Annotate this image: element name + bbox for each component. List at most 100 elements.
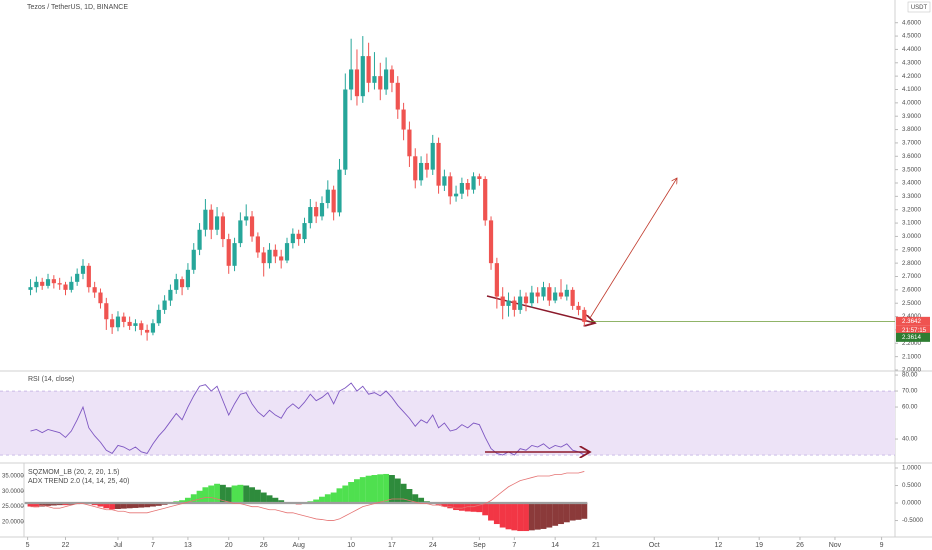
candle-body — [179, 279, 185, 288]
candle-body — [127, 321, 132, 326]
candle-body — [121, 316, 126, 322]
momentum-bar — [249, 487, 255, 504]
candle-body — [366, 56, 371, 83]
candle-body — [273, 249, 278, 257]
candle-body — [360, 56, 365, 97]
momentum-bar — [458, 503, 465, 511]
candle-body — [34, 281, 39, 288]
x-tick-label: 12 — [714, 542, 722, 549]
candle-body — [436, 142, 441, 186]
candle-body — [115, 316, 121, 328]
sqz-title: SQZMOM_LB (20, 2, 20, 1.5) — [28, 469, 119, 476]
candle-body — [372, 76, 377, 83]
candle-body — [483, 178, 488, 221]
candle-body — [547, 287, 552, 301]
candle-body — [284, 243, 290, 261]
momentum-bar — [499, 503, 506, 528]
candle-body — [506, 300, 511, 306]
y-tick-label: 1.0000 — [902, 465, 921, 472]
momentum-bar — [115, 503, 121, 509]
candle-body — [343, 89, 348, 170]
momentum-bar — [138, 503, 145, 508]
momentum-bar — [155, 503, 162, 506]
momentum-bar — [190, 494, 197, 504]
candle-body — [69, 281, 74, 290]
momentum-bar — [254, 489, 261, 504]
candle-body — [488, 220, 494, 264]
rsi-band — [0, 391, 895, 456]
momentum-bar — [447, 503, 454, 509]
momentum-bar — [359, 477, 366, 504]
last-price-box — [896, 316, 930, 326]
momentum-bar — [266, 495, 273, 504]
momentum-bar — [50, 503, 57, 506]
candle-body — [244, 216, 249, 221]
candle-body — [51, 279, 56, 284]
candle-body — [249, 216, 255, 237]
candle-body — [523, 296, 529, 304]
candle-body — [349, 69, 354, 90]
candle-body — [389, 69, 395, 83]
y-tick-label: 70.00 — [902, 388, 918, 395]
candle-body — [529, 292, 534, 304]
momentum-bar — [126, 503, 133, 509]
momentum-bar — [132, 503, 139, 508]
x-tick-label: 7 — [151, 542, 155, 549]
y-tick-label: 3.6000 — [902, 153, 921, 160]
candle-body — [57, 283, 62, 285]
candle-body — [471, 176, 476, 190]
candle-body — [104, 303, 109, 320]
momentum-bar — [231, 485, 238, 504]
y-tick-label: 80.00 — [902, 372, 918, 379]
momentum-bar — [546, 503, 553, 528]
y-tick-label: 3.5000 — [902, 166, 921, 173]
y-tick-label: 2.1000 — [902, 353, 921, 360]
momentum-bar — [243, 485, 250, 504]
momentum-bar — [214, 483, 221, 504]
y-tick-label: 25.0000 — [2, 504, 24, 510]
y-tick-label: 2.2000 — [902, 340, 921, 347]
momentum-bar — [348, 482, 355, 504]
candle-body — [308, 207, 313, 224]
candle-body — [535, 292, 540, 297]
candle-body — [302, 223, 307, 240]
momentum-bar — [517, 503, 524, 532]
momentum-bar — [149, 503, 156, 507]
momentum-bar — [482, 503, 489, 516]
candle-body — [424, 162, 430, 170]
momentum-bar — [97, 503, 104, 507]
x-tick-label: 9 — [880, 542, 884, 549]
momentum-bar — [528, 503, 535, 531]
momentum-bar — [488, 503, 494, 521]
candle-body — [354, 69, 360, 97]
candle-body — [279, 256, 284, 261]
momentum-bar — [120, 503, 127, 509]
momentum-bar — [493, 503, 500, 525]
y-tick-label: 60.00 — [902, 404, 918, 411]
x-tick-label: 17 — [388, 542, 396, 549]
x-tick-label: 26 — [796, 542, 804, 549]
candle-body — [40, 281, 45, 286]
y-tick-label: 2.6000 — [902, 286, 921, 293]
y-tick-label: 0.0000 — [902, 500, 921, 507]
momentum-bar — [377, 474, 384, 504]
y-tick-label: 3.9000 — [902, 113, 921, 120]
candle-body — [319, 203, 325, 217]
candle-body — [325, 189, 330, 204]
y-tick-label: 3.1000 — [902, 220, 921, 227]
x-tick-label: 26 — [260, 542, 268, 549]
rsi-title: RSI (14, close) — [28, 376, 74, 383]
momentum-bar — [534, 503, 541, 530]
candle-body — [518, 296, 523, 310]
momentum-bar — [581, 503, 588, 519]
candle-body — [564, 289, 569, 297]
momentum-bar — [470, 503, 477, 512]
rsi-line — [30, 382, 585, 456]
candle-body — [75, 273, 80, 282]
y-tick-label: 4.2000 — [902, 73, 921, 80]
momentum-bar — [569, 503, 576, 521]
candle-body — [558, 292, 564, 297]
momentum-bar — [109, 503, 116, 510]
